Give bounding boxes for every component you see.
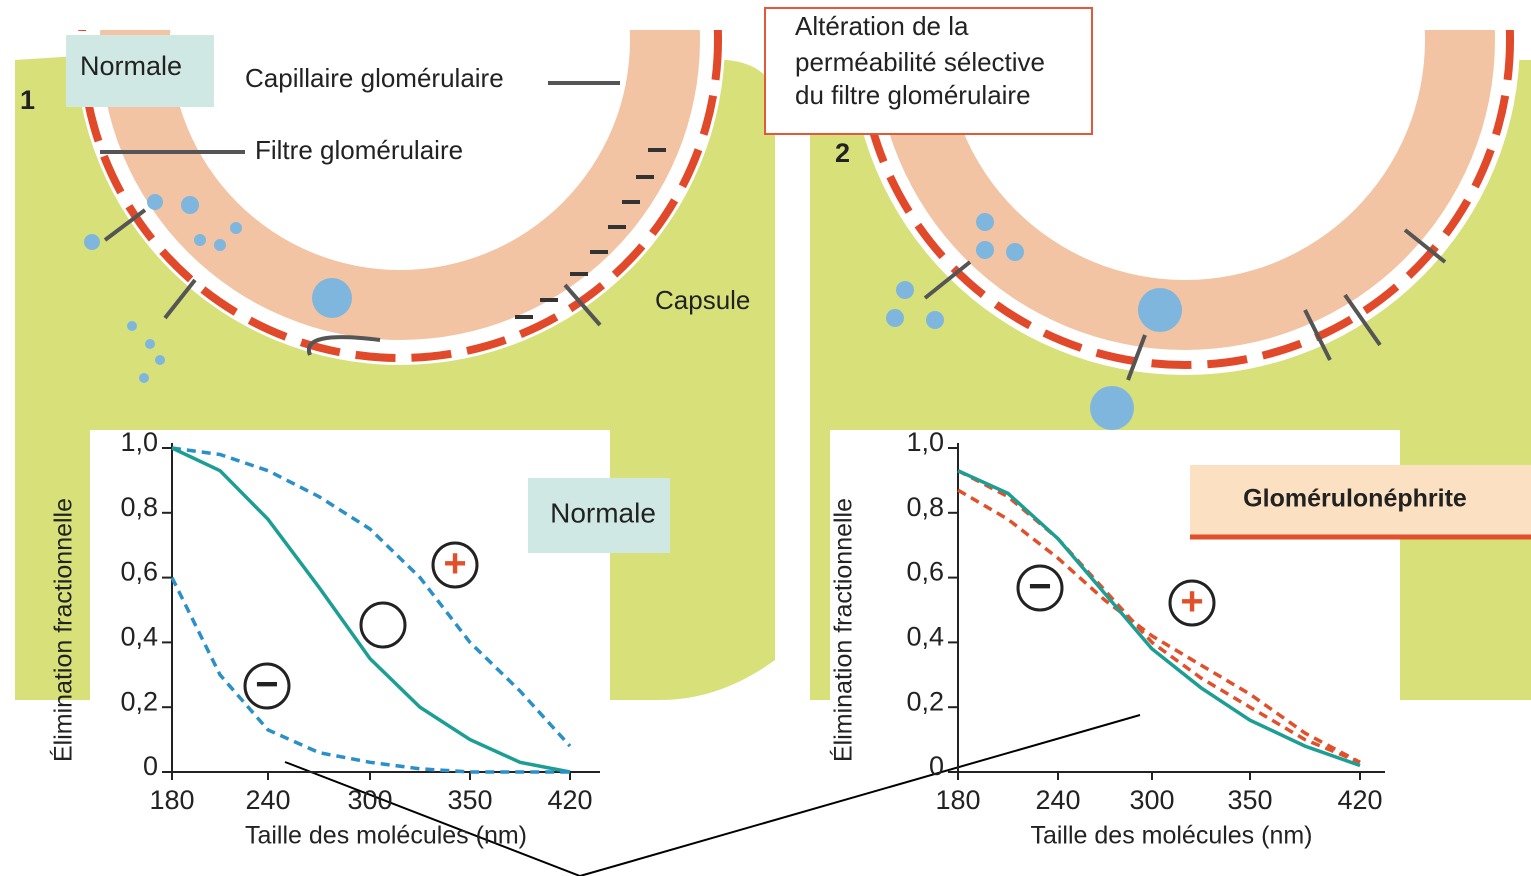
x-tick-label: 420 bbox=[1337, 785, 1382, 815]
panel-number: 1 bbox=[20, 85, 35, 115]
x-tick-label: 240 bbox=[245, 785, 290, 815]
y-tick-label: 0 bbox=[929, 751, 944, 781]
series-name: + bbox=[1180, 580, 1203, 624]
note-line: perméabilité sélective bbox=[795, 47, 1045, 77]
x-axis-label: Taille des molécules (nm) bbox=[245, 822, 527, 850]
y-tick-label: 0,6 bbox=[906, 557, 944, 587]
x-axis-label: Taille des molécules (nm) bbox=[1030, 822, 1312, 850]
x-tick-label: 300 bbox=[347, 785, 392, 815]
y-tick-label: 0,2 bbox=[906, 686, 944, 716]
y-tick-label: 0,6 bbox=[120, 557, 158, 587]
x-tick-label: 180 bbox=[935, 785, 980, 815]
y-tick-label: 0,2 bbox=[120, 686, 158, 716]
filter-label: Filtre glomérulaire bbox=[255, 135, 463, 165]
y-axis-label: Élimination fractionnelle bbox=[829, 498, 858, 762]
y-tick-label: 0,8 bbox=[906, 492, 944, 522]
note-line: Altération de la bbox=[795, 11, 969, 41]
y-tick-label: 1,0 bbox=[120, 427, 158, 457]
series-marker bbox=[361, 603, 405, 647]
x-tick-label: 180 bbox=[149, 785, 194, 815]
y-tick-label: 1,0 bbox=[906, 427, 944, 457]
y-tick-label: 0,4 bbox=[906, 622, 944, 652]
chart-title: Glomérulonéphrite bbox=[1243, 485, 1467, 513]
y-axis-label: Élimination fractionnelle bbox=[49, 498, 78, 762]
y-tick-label: 0,4 bbox=[120, 622, 158, 652]
capsule-label: Capsule bbox=[655, 285, 750, 315]
x-tick-label: 420 bbox=[547, 785, 592, 815]
series-name: + bbox=[443, 542, 466, 586]
capillary-label: Capillaire glomérulaire bbox=[245, 63, 504, 93]
series-name: − bbox=[1028, 565, 1051, 609]
note-line: du filtre glomérulaire bbox=[795, 80, 1031, 110]
x-tick-label: 300 bbox=[1129, 785, 1174, 815]
series-name: − bbox=[255, 663, 278, 707]
y-tick-label: 0,8 bbox=[120, 492, 158, 522]
x-tick-label: 350 bbox=[1227, 785, 1272, 815]
figure: Normale 1 Capillaire glomérulaire Filtre… bbox=[0, 0, 1531, 876]
y-tick-label: 0 bbox=[143, 751, 158, 781]
panel-number: 2 bbox=[835, 138, 850, 168]
panel-label: Normale bbox=[80, 51, 182, 81]
x-tick-label: 350 bbox=[447, 785, 492, 815]
chart-title: Normale bbox=[550, 497, 656, 528]
x-tick-label: 240 bbox=[1035, 785, 1080, 815]
